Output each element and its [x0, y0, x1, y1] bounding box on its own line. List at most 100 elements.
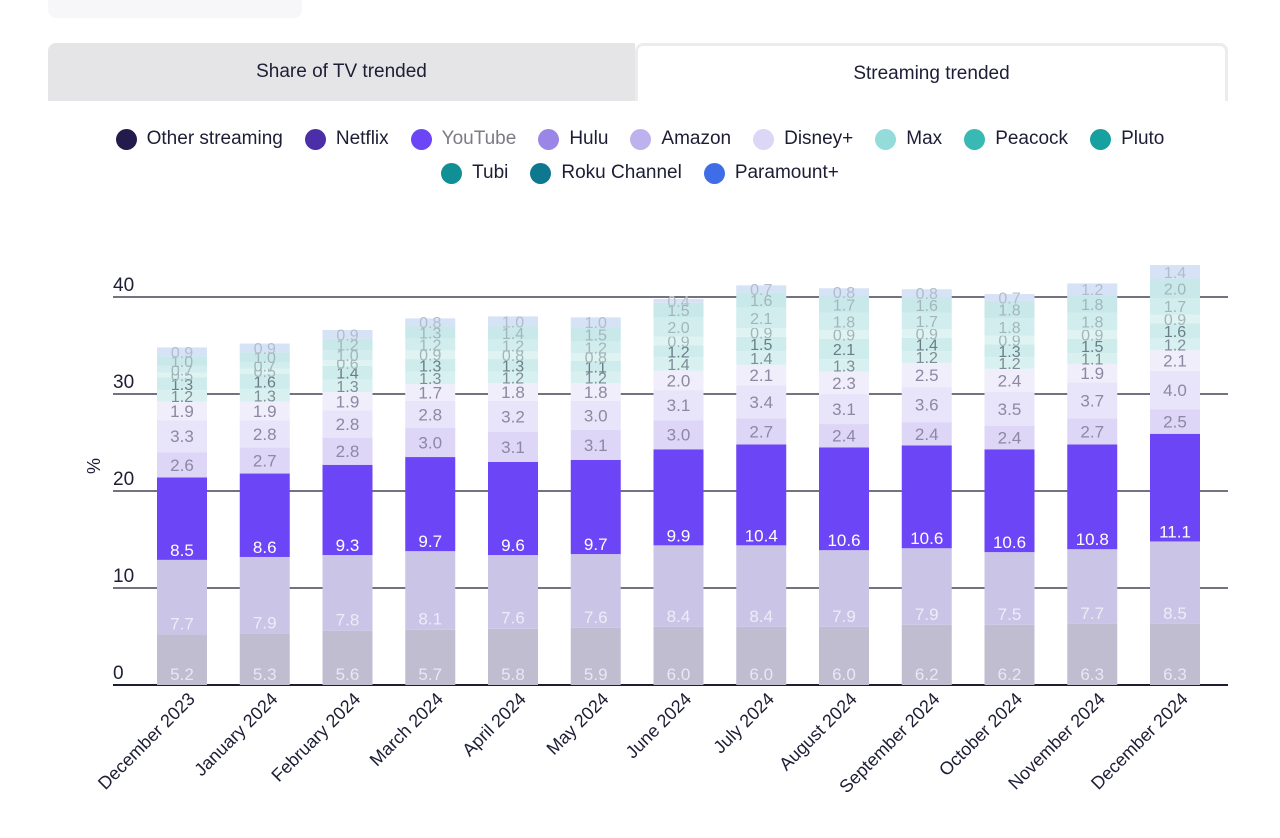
legend-item-pluto[interactable]: Pluto — [1090, 128, 1164, 150]
tab-share-of-tv-trended[interactable]: Share of TV trended — [48, 43, 635, 101]
legend-item-netflix[interactable]: Netflix — [304, 128, 389, 150]
data-label: 3.1 — [584, 436, 608, 455]
bar-segment-netflix — [157, 559, 207, 635]
data-label: 1.7 — [1164, 299, 1186, 316]
legend-label: Max — [906, 128, 943, 149]
bar-segment-amazon — [488, 400, 538, 432]
bar-segment-peacock — [736, 336, 787, 352]
bar-segment-other-streaming — [984, 624, 1035, 685]
bar-segment-peacock — [322, 365, 373, 380]
data-label: 1.3 — [419, 325, 441, 342]
data-label: 4.0 — [1163, 381, 1187, 400]
legend-label: Pluto — [1121, 128, 1165, 149]
bar-segment-peacock — [984, 344, 1035, 358]
legend-item-hulu[interactable]: Hulu — [538, 128, 608, 150]
legend-item-paramount[interactable]: Paramount+ — [703, 162, 839, 184]
y-tick-label: 0 — [113, 663, 124, 684]
data-label: 7.6 — [501, 609, 525, 628]
data-label: 5.9 — [584, 665, 608, 684]
data-label: 7.9 — [915, 605, 939, 624]
legend-swatch — [530, 162, 552, 184]
bar-segment-other-streaming — [653, 626, 704, 685]
bar-segment-roku-channel — [1067, 295, 1118, 313]
bar-segment-disney — [157, 401, 207, 421]
data-label: 1.3 — [419, 358, 441, 375]
data-label: 3.7 — [1080, 391, 1104, 410]
data-label: 0.8 — [419, 315, 441, 332]
data-label: 2.1 — [749, 366, 773, 385]
data-label: 10.4 — [745, 526, 778, 545]
data-label: 0.9 — [667, 334, 689, 351]
data-label: 1.7 — [916, 314, 938, 331]
data-label: 0.9 — [1081, 327, 1103, 344]
bar-segment-youtube — [1067, 444, 1118, 550]
legend-label: Peacock — [995, 128, 1069, 149]
legend-item-disney[interactable]: Disney+ — [753, 128, 853, 150]
bar-segment-netflix — [239, 556, 290, 634]
bar-segment-pluto — [322, 360, 373, 366]
bar-segment-hulu — [405, 427, 456, 458]
bar-segment-paramount — [1150, 264, 1200, 279]
data-label: 0.9 — [998, 333, 1020, 350]
data-label: 3.1 — [501, 438, 525, 457]
bar-segment-youtube — [488, 461, 538, 556]
bar-segment-disney — [819, 371, 869, 394]
data-label: 2.8 — [336, 415, 360, 434]
bar-segment-netflix — [405, 551, 456, 630]
legend-swatch — [1090, 128, 1112, 150]
legend-item-tubi[interactable]: Tubi — [441, 162, 508, 184]
data-label: 0.9 — [419, 348, 441, 365]
bar-segment-max — [653, 357, 704, 371]
legend-item-other-streaming[interactable]: Other streaming — [115, 128, 283, 150]
bar-segment-paramount — [239, 343, 290, 353]
legend-item-amazon[interactable]: Amazon — [630, 128, 731, 150]
legend-swatch — [115, 128, 137, 150]
bar-segment-disney — [488, 383, 538, 401]
bar-segment-hulu — [488, 431, 538, 462]
bar-segment-amazon — [984, 392, 1035, 427]
bar-segment-tubi — [239, 361, 290, 369]
bar-segment-peacock — [653, 345, 704, 358]
bar-segment-roku-channel — [1150, 278, 1200, 298]
data-label: 0.9 — [916, 326, 938, 343]
data-label: 5.2 — [170, 665, 194, 684]
data-label: 1.6 — [916, 298, 938, 315]
data-label: 1.0 — [585, 315, 607, 332]
bar-segment-youtube — [1150, 433, 1200, 542]
data-label: 1.2 — [585, 340, 607, 357]
data-label: 1.2 — [1164, 338, 1186, 355]
bar-segment-disney — [984, 368, 1035, 393]
bar-segment-peacock — [405, 359, 456, 372]
data-label: 1.5 — [667, 303, 689, 320]
tab-streaming-trended[interactable]: Streaming trended — [635, 43, 1228, 101]
legend-item-max[interactable]: Max — [875, 128, 942, 150]
bar-segment-tubi — [901, 312, 952, 330]
data-label: 3.0 — [667, 426, 691, 445]
bar-segment-amazon — [157, 420, 207, 453]
data-label: 1.8 — [501, 383, 525, 402]
data-label: 0.7 — [998, 290, 1020, 307]
legend-item-roku-channel[interactable]: Roku Channel — [530, 162, 682, 184]
bar-segment-other-streaming — [405, 629, 456, 685]
bar-segment-amazon — [819, 394, 869, 425]
bar-segment-pluto — [1150, 314, 1200, 324]
bar-segment-roku-channel — [653, 302, 704, 318]
bar-segment-max — [984, 357, 1035, 369]
data-label: 2.7 — [1080, 422, 1104, 441]
bar-segment-peacock — [157, 377, 207, 391]
bar-segment-youtube — [322, 464, 373, 556]
bar-segment-pluto — [819, 329, 869, 339]
bar-segment-disney — [1150, 350, 1200, 371]
bar-segment-other-streaming — [488, 628, 538, 685]
data-label: 1.8 — [1081, 297, 1103, 314]
bar-segment-other-streaming — [901, 624, 952, 685]
legend-item-peacock[interactable]: Peacock — [964, 128, 1068, 150]
data-label: 10.6 — [827, 531, 860, 550]
bar-segment-roku-channel — [736, 292, 787, 308]
data-label: 6.2 — [915, 665, 939, 684]
data-label: 7.9 — [832, 607, 856, 626]
data-label: 2.0 — [667, 371, 691, 390]
legend-item-youtube[interactable]: YouTube — [410, 128, 516, 150]
data-label: 0.9 — [336, 327, 358, 344]
bar-segment-paramount — [984, 294, 1035, 301]
